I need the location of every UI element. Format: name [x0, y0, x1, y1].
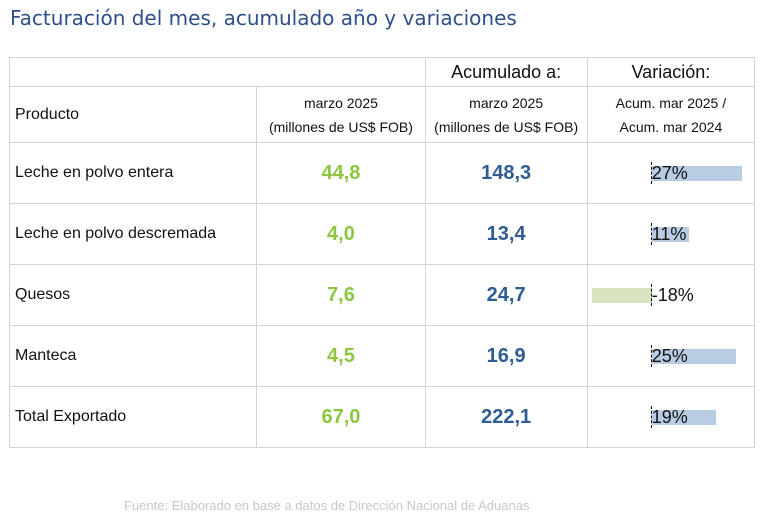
accumulated-value: 148,3 [424, 142, 588, 204]
header-row-sub: Producto marzo 2025 (millones de US$ FOB… [8, 86, 756, 143]
header-acc-period: marzo 2025 [469, 94, 544, 111]
header-month: marzo 2025 (millones de US$ FOB) [256, 86, 426, 143]
product-name: Leche en polvo entera [8, 142, 258, 204]
month-value: 7,6 [256, 264, 426, 326]
variation-cell: 27% [586, 142, 756, 204]
product-name: Quesos [8, 264, 258, 326]
variation-cell: 19% [586, 386, 756, 448]
accumulated-value: 16,9 [424, 325, 588, 387]
variation-bar [651, 166, 742, 181]
header-producto: Producto [8, 86, 258, 143]
accumulated-value: 24,7 [424, 264, 588, 326]
billing-table: Acumulado a: Variación: Producto marzo 2… [8, 57, 756, 448]
header-var: Acum. mar 2025 / Acum. mar 2024 [586, 86, 756, 143]
variation-cell: 11% [586, 203, 756, 265]
table-row-total: Total Exportado 67,0 222,1 19% [8, 386, 756, 448]
month-value: 44,8 [256, 142, 426, 204]
variation-value: -18% [651, 285, 694, 305]
header-acc-unit: (millones de US$ FOB) [434, 118, 579, 135]
header-var-line2: Acum. mar 2024 [619, 118, 723, 135]
header-acc: marzo 2025 (millones de US$ FOB) [424, 86, 588, 143]
variation-cell: 25% [586, 325, 756, 387]
axis-tick [650, 406, 654, 428]
table-row: Manteca 4,5 16,9 25% [8, 325, 756, 387]
product-name: Manteca [8, 325, 258, 387]
header-acumulado: Acumulado a: [424, 57, 588, 87]
axis-tick [650, 345, 654, 367]
variation-value: 27% [651, 163, 688, 183]
header-month-unit: (millones de US$ FOB) [268, 118, 413, 135]
header-empty-cell [9, 57, 426, 87]
table-row: Leche en polvo descremada 4,0 13,4 11% [8, 203, 756, 265]
source-note: Fuente: Elaborado en base a datos de Dir… [124, 498, 530, 513]
axis-tick [650, 223, 654, 245]
page-title: Facturación del mes, acumulado año y var… [10, 6, 517, 30]
variation-bar [651, 410, 716, 425]
month-value: 4,0 [256, 203, 426, 265]
axis-tick [650, 162, 654, 184]
variation-cell: -18% [586, 264, 756, 326]
month-value: 4,5 [256, 325, 426, 387]
product-name: Total Exportado [8, 386, 258, 448]
variation-value: 19% [651, 407, 688, 427]
variation-bar [651, 227, 689, 242]
accumulated-value: 13,4 [424, 203, 588, 265]
variation-bar [651, 349, 736, 364]
table-row: Leche en polvo entera 44,8 148,3 27% [8, 142, 756, 204]
header-variacion: Variación: [586, 57, 756, 87]
variation-value: 11% [651, 224, 687, 244]
accumulated-value: 222,1 [424, 386, 588, 448]
variation-bar [591, 288, 652, 303]
header-month-period: marzo 2025 [303, 94, 378, 111]
table-row: Quesos 7,6 24,7 -18% [8, 264, 756, 326]
header-var-line1: Acum. mar 2025 / [615, 94, 727, 111]
header-row-top: Acumulado a: Variación: [9, 57, 756, 87]
variation-value: 25% [651, 346, 688, 366]
axis-tick [650, 284, 654, 306]
month-value: 67,0 [256, 386, 426, 448]
product-name: Leche en polvo descremada [8, 203, 258, 265]
